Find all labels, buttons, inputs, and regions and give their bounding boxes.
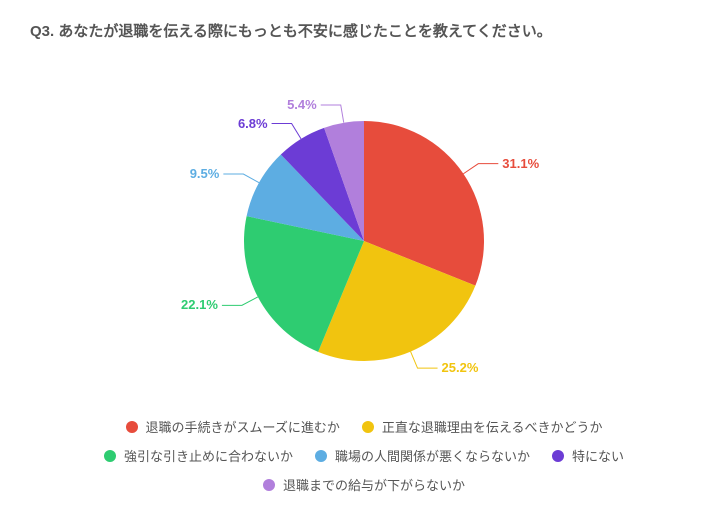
leader-line — [411, 352, 438, 369]
legend-item: 正直な退職理由を伝えるべきかどうか — [362, 417, 603, 436]
legend-label: 強引な引き止めに合わないか — [124, 446, 293, 465]
chart-title: Q3. あなたが退職を伝える際にもっとも不安に感じたことを教えてください。 — [30, 20, 698, 41]
chart-container: Q3. あなたが退職を伝える際にもっとも不安に感じたことを教えてください。 31… — [0, 0, 728, 520]
legend-label: 職場の人間関係が悪くならないか — [335, 446, 530, 465]
leader-line — [222, 297, 258, 305]
pie-area: 31.1% 25.2% 22.1% 9.5% 6.8% 5.4% — [30, 51, 698, 411]
legend: 退職の手続きがスムーズに進むか 正直な退職理由を伝えるべきかどうか強引な引き止めに… — [30, 417, 698, 494]
slice-percent-label: 5.4% — [287, 97, 317, 112]
pie-chart — [30, 51, 698, 411]
slice-percent-label: 25.2% — [442, 360, 479, 375]
legend-label: 正直な退職理由を伝えるべきかどうか — [382, 417, 603, 436]
legend-item: 職場の人間関係が悪くならないか — [315, 446, 530, 465]
legend-label: 退職の手続きがスムーズに進むか — [146, 417, 340, 436]
legend-item: 退職までの給与が下がらないか — [263, 475, 465, 494]
legend-item: 特にない — [552, 446, 624, 465]
legend-swatch — [104, 450, 116, 462]
slice-percent-label: 6.8% — [238, 116, 268, 131]
leader-line — [321, 105, 344, 123]
legend-swatch — [362, 421, 374, 433]
leader-line — [223, 174, 259, 183]
slice-percent-label: 31.1% — [502, 156, 539, 171]
legend-swatch — [263, 479, 275, 491]
legend-label: 退職までの給与が下がらないか — [283, 475, 465, 494]
legend-swatch — [315, 450, 327, 462]
legend-item: 退職の手続きがスムーズに進むか — [126, 417, 340, 436]
legend-swatch — [126, 421, 138, 433]
slice-percent-label: 9.5% — [190, 166, 220, 181]
slice-percent-label: 22.1% — [181, 297, 218, 312]
leader-line — [463, 164, 498, 174]
legend-swatch — [552, 450, 564, 462]
leader-line — [272, 124, 301, 139]
legend-label: 特にない — [572, 446, 624, 465]
legend-item: 強引な引き止めに合わないか — [104, 446, 293, 465]
